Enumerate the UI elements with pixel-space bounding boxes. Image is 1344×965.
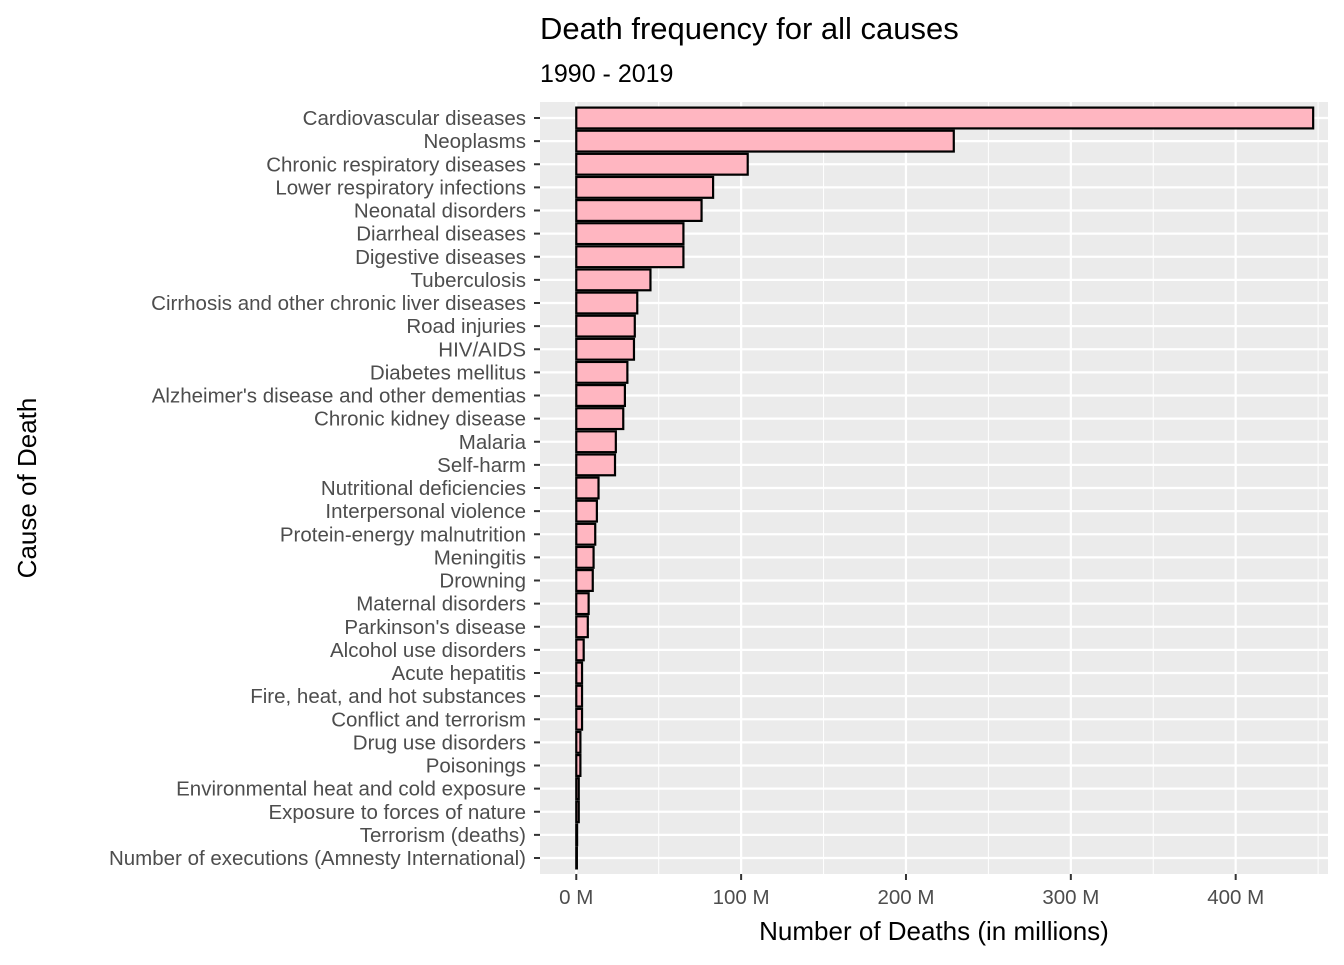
y-tick-label: Poisonings	[426, 755, 526, 778]
y-tick-label: Acute hepatitis	[392, 662, 526, 685]
y-tick-label: Maternal disorders	[356, 593, 526, 616]
y-tick-label: Exposure to forces of nature	[268, 801, 526, 824]
y-tick-label: Cirrhosis and other chronic liver diseas…	[151, 292, 526, 315]
bar	[575, 638, 585, 662]
bar	[575, 476, 600, 500]
x-tick-label: 400 M	[1207, 886, 1264, 909]
bar	[575, 383, 626, 408]
bar	[575, 268, 652, 292]
bar	[575, 499, 598, 523]
y-tick-label: Terrorism (deaths)	[360, 824, 526, 847]
bar	[575, 730, 582, 754]
bar	[575, 615, 589, 639]
y-tick-label: Interpersonal violence	[325, 500, 526, 523]
bar	[575, 106, 1315, 130]
y-axis-title: Cause of Death	[12, 398, 42, 579]
y-tick-label: Lower respiratory infections	[275, 176, 526, 199]
y-tick-label: Tuberculosis	[411, 269, 526, 292]
bar	[575, 337, 636, 361]
bar	[575, 568, 594, 593]
bar	[575, 198, 703, 223]
y-tick-label: Neonatal disorders	[354, 200, 526, 223]
y-tick-label: Protein-energy malnutrition	[280, 523, 526, 546]
bar	[575, 661, 584, 685]
bar	[575, 800, 580, 824]
bar	[575, 777, 580, 801]
bar	[575, 245, 685, 269]
x-tick-label: 200 M	[877, 886, 934, 909]
bar	[575, 753, 582, 778]
y-tick-label: HIV/AIDS	[438, 338, 526, 361]
y-tick-label: Diarrheal diseases	[356, 223, 526, 246]
chart-subtitle: 1990 - 2019	[540, 60, 673, 88]
bar	[575, 545, 595, 569]
bar	[575, 407, 625, 431]
y-tick-label: Environmental heat and cold exposure	[176, 778, 526, 801]
y-tick-label: Neoplasms	[423, 130, 526, 153]
bar	[575, 522, 597, 546]
bar	[575, 823, 579, 847]
y-tick-label: Nutritional deficiencies	[321, 477, 526, 500]
y-tick-label: Self-harm	[437, 454, 526, 477]
y-tick-label: Digestive diseases	[355, 246, 526, 269]
x-tick-label: 300 M	[1042, 886, 1099, 909]
y-tick-label: Chronic kidney disease	[314, 408, 526, 431]
x-axis: 0 M 100 M 200 M 300 M 400 M	[559, 874, 1264, 909]
y-tick-label: Drug use disorders	[353, 731, 526, 754]
y-tick-label: Cardiovascular diseases	[303, 107, 526, 130]
x-axis-title: Number of Deaths (in millions)	[759, 916, 1109, 946]
y-tick-label: Alzheimer's disease and other dementias	[152, 385, 526, 408]
bar	[575, 592, 590, 616]
bar	[575, 222, 685, 246]
bar	[575, 684, 584, 708]
y-tick-label: Diabetes mellitus	[370, 361, 526, 384]
bar	[575, 314, 636, 338]
bar	[575, 453, 617, 477]
bar	[575, 129, 955, 153]
y-tick-label: Road injuries	[406, 315, 526, 338]
y-tick-label: Malaria	[459, 431, 527, 454]
y-tick-label: Conflict and terrorism	[331, 708, 526, 731]
bar	[575, 291, 639, 315]
bar	[575, 846, 578, 870]
bar	[575, 430, 617, 454]
y-tick-label: Meningitis	[434, 546, 526, 569]
bar	[575, 360, 629, 384]
y-axis: Cardiovascular diseasesNeoplasmsChronic …	[109, 107, 540, 870]
chart-title: Death frequency for all causes	[540, 11, 959, 46]
y-tick-label: Chronic respiratory diseases	[266, 153, 526, 176]
y-tick-label: Alcohol use disorders	[330, 639, 526, 662]
y-tick-label: Drowning	[439, 570, 526, 593]
bars	[575, 106, 1315, 870]
y-tick-label: Parkinson's disease	[344, 616, 526, 639]
y-tick-label: Number of executions (Amnesty Internatio…	[109, 847, 526, 870]
bar	[575, 152, 749, 176]
bar	[575, 707, 584, 731]
x-tick-label: 0 M	[559, 886, 593, 909]
bar	[575, 175, 715, 199]
x-tick-label: 100 M	[713, 886, 770, 909]
y-tick-label: Fire, heat, and hot substances	[250, 685, 526, 708]
